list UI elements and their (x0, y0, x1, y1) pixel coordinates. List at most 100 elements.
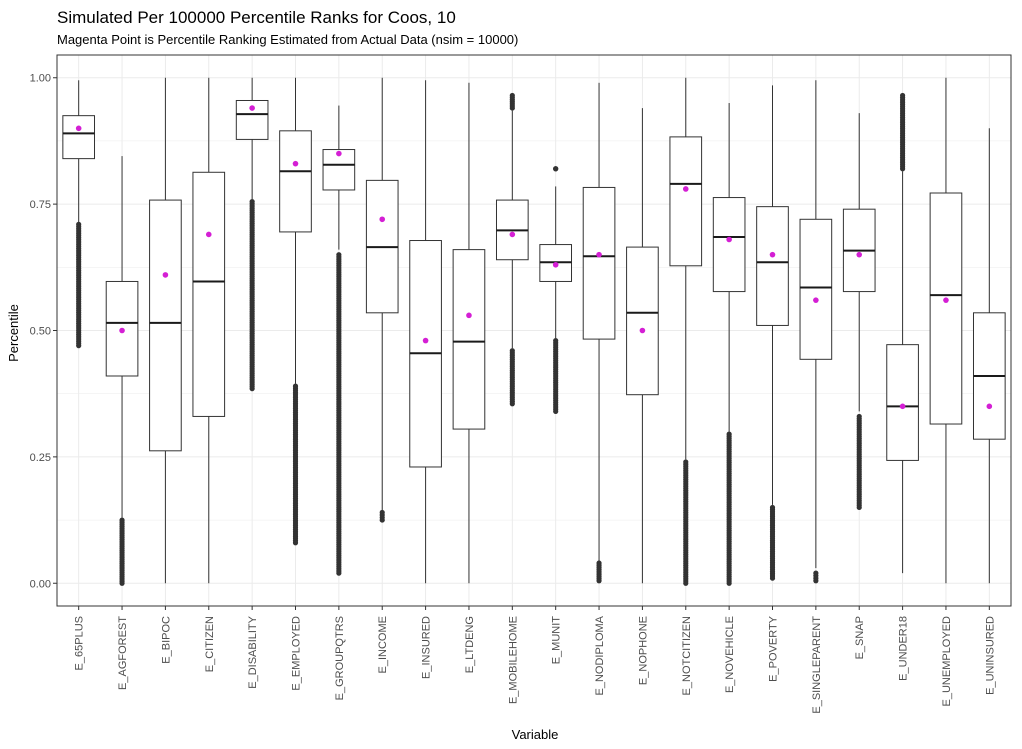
x-tick-label: E_BIPOC (160, 616, 172, 664)
outlier-point (509, 105, 515, 111)
outlier-point (683, 580, 689, 586)
y-axis-ticks: 0.00 0.25 0.50 0.75 1.00 (30, 73, 57, 590)
actual-data-point (813, 297, 819, 303)
x-tick-label: E_CITIZEN (204, 616, 216, 672)
actual-data-point (249, 105, 255, 111)
x-tick-label: E_UNINSURED (984, 616, 996, 695)
x-tick-label: E_UNDER18 (898, 616, 910, 681)
x-tick-label: E_SINGLEPARENT (811, 616, 823, 714)
x-tick-label: E_MOBILEHOME (507, 616, 519, 704)
actual-data-point (856, 251, 863, 258)
actual-data-point (596, 251, 602, 258)
box-e-munit (539, 166, 573, 414)
iqr-box (669, 136, 703, 267)
actual-data-point (682, 186, 689, 192)
box-e-insured (409, 80, 442, 584)
box-series (62, 77, 1006, 586)
x-tick-label: E_NOPHONE (637, 616, 649, 685)
box-e-nodiploma (582, 82, 616, 584)
outlier-point (553, 166, 559, 172)
actual-data-point (379, 216, 386, 223)
x-tick-label: E_DISABILITY (247, 615, 259, 688)
outlier-point (379, 517, 385, 523)
x-tick-label: E_65PLUS (74, 616, 86, 670)
x-tick-label: E_INSURED (421, 616, 433, 679)
actual-data-point (75, 125, 82, 132)
box-e-under18 (886, 92, 919, 574)
iqr-box (105, 280, 139, 377)
outlier-point (769, 575, 776, 581)
actual-data-point (986, 403, 993, 410)
box-e-mobilehome (495, 92, 529, 407)
box-e-unemployed (929, 77, 963, 584)
actual-data-point (466, 312, 472, 319)
actual-data-point (552, 261, 559, 268)
x-tick-label: E_EMPLOYED (291, 616, 303, 691)
outlier-point (553, 408, 559, 414)
outlier-point (336, 570, 342, 576)
box-e-65plus (62, 80, 96, 349)
x-tick-label: E_INCOME (377, 616, 389, 673)
x-tick-label: E_AGFOREST (117, 616, 129, 690)
box-e-nophone (626, 108, 659, 584)
x-tick-label: E_NODIPLOMA (594, 615, 606, 695)
y-tick-label: 0.75 (30, 199, 51, 211)
box-e-poverty (756, 85, 789, 581)
box-e-agforest (105, 156, 139, 586)
box-e-singleparent (799, 80, 833, 584)
box-e-disability (235, 77, 269, 392)
actual-data-point (769, 251, 776, 258)
iqr-box (756, 206, 789, 326)
iqr-box (886, 344, 919, 461)
x-axis-title: Variable (512, 727, 559, 742)
actual-data-point (899, 403, 906, 410)
actual-data-point (119, 327, 125, 334)
outlier-point (292, 540, 299, 546)
actual-data-point (422, 337, 429, 344)
box-e-notcitizen (669, 77, 703, 586)
x-tick-label: E_MUNIT (551, 616, 563, 665)
box-e-novehicle (712, 103, 746, 586)
outlier-point (76, 343, 82, 349)
outlier-point (509, 401, 515, 407)
iqr-box (929, 192, 963, 425)
x-tick-label: E_POVERTY (768, 615, 780, 681)
x-tick-label: E_LTDENG (464, 616, 476, 673)
iqr-box (149, 199, 182, 452)
outlier-point (856, 504, 862, 511)
box-e-uninsured (972, 128, 1006, 584)
y-tick-label: 0.50 (30, 326, 51, 338)
y-tick-label: 0.00 (30, 578, 51, 590)
x-tick-label: E_UNEMPLOYED (941, 616, 953, 707)
box-e-snap (842, 113, 876, 511)
iqr-box (279, 130, 312, 233)
actual-data-point (726, 236, 732, 243)
actual-data-point (639, 327, 646, 334)
outlier-point (813, 578, 819, 584)
x-tick-label: E_SNAP (854, 616, 866, 659)
box-e-employed (279, 77, 312, 546)
chart-title: Simulated Per 100000 Percentile Ranks fo… (57, 8, 456, 27)
x-tick-label: E_NOVEHICLE (724, 616, 736, 693)
iqr-box (799, 218, 833, 360)
y-tick-label: 1.00 (30, 73, 51, 85)
chart-subtitle: Magenta Point is Percentile Ranking Esti… (57, 32, 518, 47)
outlier-point (249, 386, 255, 392)
y-axis-title: Percentile (6, 304, 21, 362)
actual-data-point (509, 231, 516, 238)
box-e-ltdeng (452, 82, 486, 584)
iqr-box (452, 249, 486, 430)
panel-border (56, 54, 1012, 607)
actual-data-point (205, 231, 212, 238)
actual-data-point (292, 160, 299, 167)
box-e-bipoc (149, 77, 182, 584)
iqr-box (192, 171, 226, 417)
actual-data-point (336, 150, 342, 157)
actual-data-point (943, 297, 949, 303)
iqr-box (626, 246, 659, 396)
outlier-point (726, 580, 732, 586)
box-e-income (365, 77, 399, 523)
iqr-box (582, 186, 616, 340)
y-tick-label: 0.25 (30, 452, 51, 464)
